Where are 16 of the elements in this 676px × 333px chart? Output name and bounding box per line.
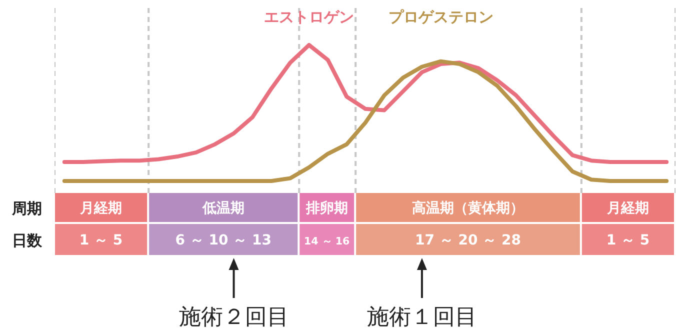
text: 17 ～ 20 ～ 28	[415, 232, 521, 248]
text: 6 ～ 10 ～ 13	[175, 232, 272, 248]
series-label: エストロゲン	[264, 8, 354, 26]
text: 月経期	[79, 200, 122, 216]
text: 排卵期	[304, 200, 348, 216]
text: 周期	[11, 200, 42, 218]
text: 施術１回目	[366, 305, 477, 330]
text: 月経期	[606, 200, 649, 216]
text: 14 ～ 16	[304, 236, 350, 248]
text: 施術２回目	[178, 305, 289, 330]
text: プロゲステロン	[388, 8, 494, 26]
text: 高温期（黄体期）	[412, 200, 524, 216]
text: 日数	[12, 232, 43, 250]
text: 1 ～ 5	[79, 232, 123, 248]
text: 1 ～ 5	[606, 232, 650, 248]
text: 低温期	[201, 200, 244, 216]
